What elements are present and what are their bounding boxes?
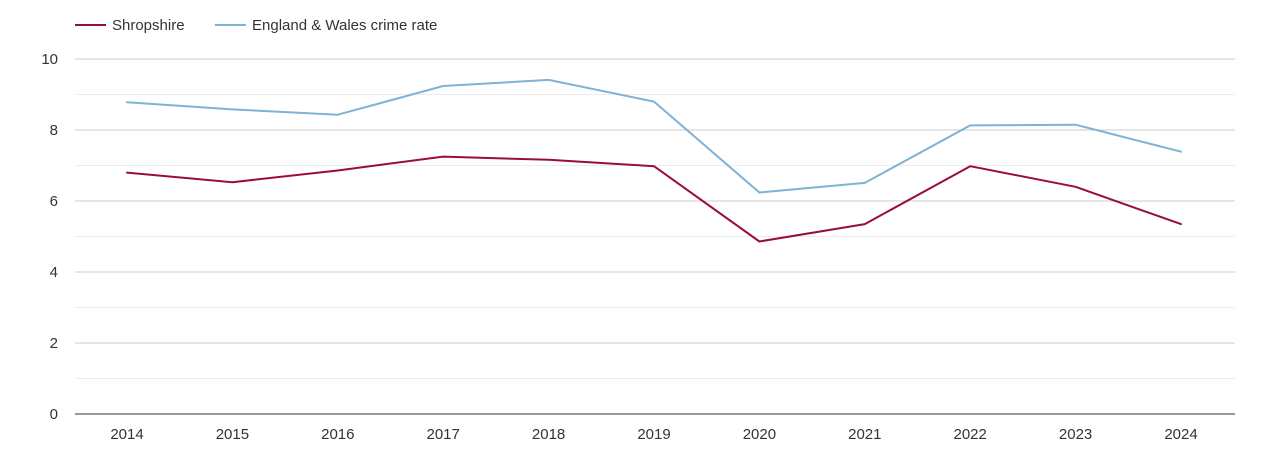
y-tick-label: 2: [50, 335, 58, 352]
data-point: [862, 180, 867, 185]
data-point: [335, 168, 340, 173]
x-tick-label: 2016: [321, 426, 354, 443]
data-point: [1073, 184, 1078, 189]
data-point: [1179, 149, 1184, 154]
data-point: [652, 164, 657, 169]
x-tick-label: 2014: [110, 426, 143, 443]
legend-label: England & Wales crime rate: [252, 17, 437, 34]
data-point: [968, 123, 973, 128]
data-point: [335, 112, 340, 117]
x-tick-label: 2023: [1059, 426, 1092, 443]
x-tick-label: 2015: [216, 426, 249, 443]
y-tick-label: 6: [50, 193, 58, 210]
legend: Shropshire England & Wales crime rate: [75, 17, 437, 34]
grid-lines: [75, 58, 1235, 379]
data-point: [862, 222, 867, 227]
data-point: [125, 100, 130, 105]
x-tick-label: 2021: [848, 426, 881, 443]
data-point: [546, 77, 551, 82]
axes: 0 2 4 6 8 10 2014 2015 2016 2017 2018 2019 2020 2021 2…: [41, 51, 1235, 443]
data-point: [968, 164, 973, 169]
data-point: [546, 157, 551, 162]
data-point: [757, 190, 762, 195]
y-tick-label: 10: [41, 51, 58, 68]
x-tick-label: 2020: [743, 426, 776, 443]
y-tick-label: 0: [50, 406, 58, 423]
data-point: [441, 154, 446, 159]
x-tick-label: 2022: [954, 426, 987, 443]
data-point: [652, 99, 657, 104]
y-tick-label: 8: [50, 122, 58, 139]
data-point: [125, 170, 130, 175]
legend-label: Shropshire: [112, 17, 185, 34]
x-tick-label: 2024: [1164, 426, 1197, 443]
series-line-england-wales-crime-rate: [126, 78, 1182, 194]
x-tick-label: 2017: [427, 426, 460, 443]
data-point: [230, 107, 235, 112]
y-tick-label: 4: [50, 264, 58, 281]
series-lines: [125, 77, 1184, 244]
data-point: [441, 83, 446, 88]
data-point: [1179, 222, 1184, 227]
data-point: [230, 180, 235, 185]
x-tick-label: 2019: [637, 426, 670, 443]
series-line-shropshire: [126, 155, 1182, 243]
data-point: [1073, 122, 1078, 127]
x-tick-label: 2018: [532, 426, 565, 443]
data-point: [757, 239, 762, 244]
